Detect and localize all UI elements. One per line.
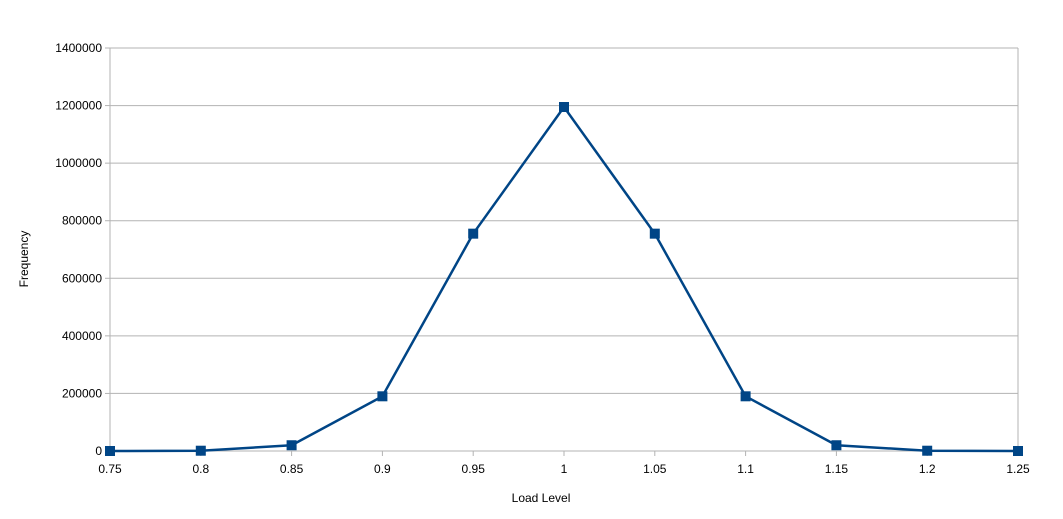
x-tick-label: 1.2: [919, 462, 936, 476]
data-point-marker: [649, 228, 660, 239]
x-tick-label: 0.85: [280, 462, 304, 476]
x-tick-label: 1.1: [737, 462, 754, 476]
data-point-marker: [1013, 446, 1023, 456]
y-tick-label: 1000000: [55, 156, 102, 170]
x-tick-label: 1.15: [825, 462, 849, 476]
x-axis-tick-labels: 0.75 0.8 0.85 0.9 0.95 1 1.05 1.1 1.15 1.2 1.25: [98, 462, 1030, 476]
data-point-marker: [377, 391, 388, 402]
y-tick-label: 400000: [62, 329, 102, 343]
x-tick-label: 1.05: [643, 462, 667, 476]
y-axis-tick-labels: 0 200000 400000 600000 800000 1000000 1200000 1…: [55, 41, 102, 458]
series-group: [105, 102, 1023, 456]
data-point-marker: [195, 445, 206, 456]
x-tick-label: 1.25: [1006, 462, 1030, 476]
data-point-marker: [922, 445, 933, 456]
x-tick-label: 0.75: [98, 462, 122, 476]
data-point-marker: [105, 446, 115, 456]
x-tick-label: 1: [561, 462, 568, 476]
y-tick-label: 200000: [62, 386, 102, 400]
data-point-marker: [286, 440, 297, 451]
data-point-marker: [468, 228, 479, 239]
y-axis-title: Frequency: [17, 231, 31, 288]
y-tick-label: 800000: [62, 214, 102, 228]
data-point-marker: [831, 440, 842, 451]
data-point-marker: [559, 102, 569, 113]
y-tick-label: 1400000: [55, 41, 102, 55]
data-point-marker: [740, 391, 751, 402]
y-tick-label: 600000: [62, 271, 102, 285]
x-tick-label: 0.8: [192, 462, 209, 476]
x-axis-title: Load Level: [512, 491, 571, 505]
y-tick-label: 0: [95, 444, 102, 458]
x-tick-label: 0.95: [462, 462, 486, 476]
series-line: [109, 105, 1019, 453]
x-tick-label: 0.9: [374, 462, 391, 476]
y-tick-label: 1200000: [55, 99, 102, 113]
